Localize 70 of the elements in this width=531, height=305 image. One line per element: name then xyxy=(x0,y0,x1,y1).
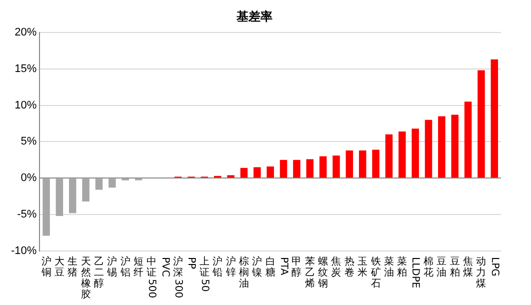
bar xyxy=(372,150,380,178)
x-tick-label: 热卷 xyxy=(344,256,354,279)
bar xyxy=(42,178,50,236)
x-tick-label: 上证50 xyxy=(198,256,210,292)
bar xyxy=(451,114,458,178)
x-tick-label: 大豆 xyxy=(54,256,64,279)
bar xyxy=(385,134,393,178)
x-tick-label: LLDPE xyxy=(410,257,421,288)
bar xyxy=(108,178,116,188)
y-tick-label: -10% xyxy=(10,245,37,258)
bar xyxy=(240,168,248,178)
bar xyxy=(398,132,406,178)
bar xyxy=(332,156,340,178)
bar xyxy=(306,159,314,178)
x-tick-label: LPG xyxy=(488,257,500,276)
bar xyxy=(227,175,234,178)
bar xyxy=(266,166,274,178)
bar xyxy=(95,178,103,190)
x-tick-label: 焦炭 xyxy=(331,256,342,279)
y-tick-label: 15% xyxy=(14,62,37,75)
bar xyxy=(358,150,366,178)
chart-title: 基差率 xyxy=(236,9,272,24)
y-tick-label: 5% xyxy=(20,136,37,148)
x-tick-label: 沪锌 xyxy=(224,256,236,279)
bar xyxy=(490,59,498,178)
x-tick-label: 天然橡胶 xyxy=(80,256,91,301)
bar xyxy=(69,178,76,214)
bar xyxy=(438,116,446,178)
bar xyxy=(464,102,472,178)
bar xyxy=(478,70,485,178)
x-tick-label: 菜粕 xyxy=(397,256,408,279)
y-tick-label: 20% xyxy=(14,26,37,38)
x-tick-label: 短纤 xyxy=(134,256,144,279)
x-tick-label: 甲醇 xyxy=(292,256,302,279)
x-tick-label: 菜油 xyxy=(384,256,394,279)
x-tick-label: 豆粕 xyxy=(450,256,460,279)
x-tick-label: 沪铜 xyxy=(40,256,52,279)
x-tick-label: 动力煤 xyxy=(476,256,486,290)
x-tick-label: 苯乙烯 xyxy=(304,256,315,290)
bar xyxy=(56,178,64,216)
x-tick-label: 中证500 xyxy=(146,256,158,298)
y-tick-label: 10% xyxy=(14,99,37,112)
x-tick-label: 白糖 xyxy=(265,256,276,279)
x-tick-label: 沪深300 xyxy=(172,256,184,298)
x-tick-label: 豆油 xyxy=(436,256,447,279)
y-tick-label: -5% xyxy=(17,208,37,221)
bar xyxy=(319,156,327,178)
x-tick-label: PTA xyxy=(278,257,289,276)
bar xyxy=(82,178,90,202)
x-tick-label: 沪锡 xyxy=(106,256,118,279)
bar xyxy=(424,120,432,178)
x-tick-label: 生猪 xyxy=(68,256,78,279)
bar xyxy=(254,167,261,178)
y-tick-label: 0% xyxy=(20,172,37,184)
x-tick-label: 乙二醇 xyxy=(94,256,104,290)
bar xyxy=(346,150,354,178)
x-tick-label: 沪铅 xyxy=(212,256,223,279)
x-tick-label: 沪铝 xyxy=(119,256,130,279)
bar xyxy=(293,160,300,178)
x-tick-label: PVC xyxy=(159,257,170,277)
bar xyxy=(412,128,419,178)
x-tick-label: 铁矿石 xyxy=(370,256,381,290)
x-tick-label: PP xyxy=(186,257,197,270)
x-tick-label: 焦煤 xyxy=(463,256,474,279)
bar xyxy=(280,160,288,178)
x-tick-label: 螺纹钢 xyxy=(317,256,328,290)
x-tick-label: 棕榈油 xyxy=(238,256,249,290)
x-tick-label: 沪镍 xyxy=(251,256,262,279)
x-tick-label: 玉米 xyxy=(358,256,368,279)
x-tick-label: 棉花 xyxy=(424,256,434,279)
